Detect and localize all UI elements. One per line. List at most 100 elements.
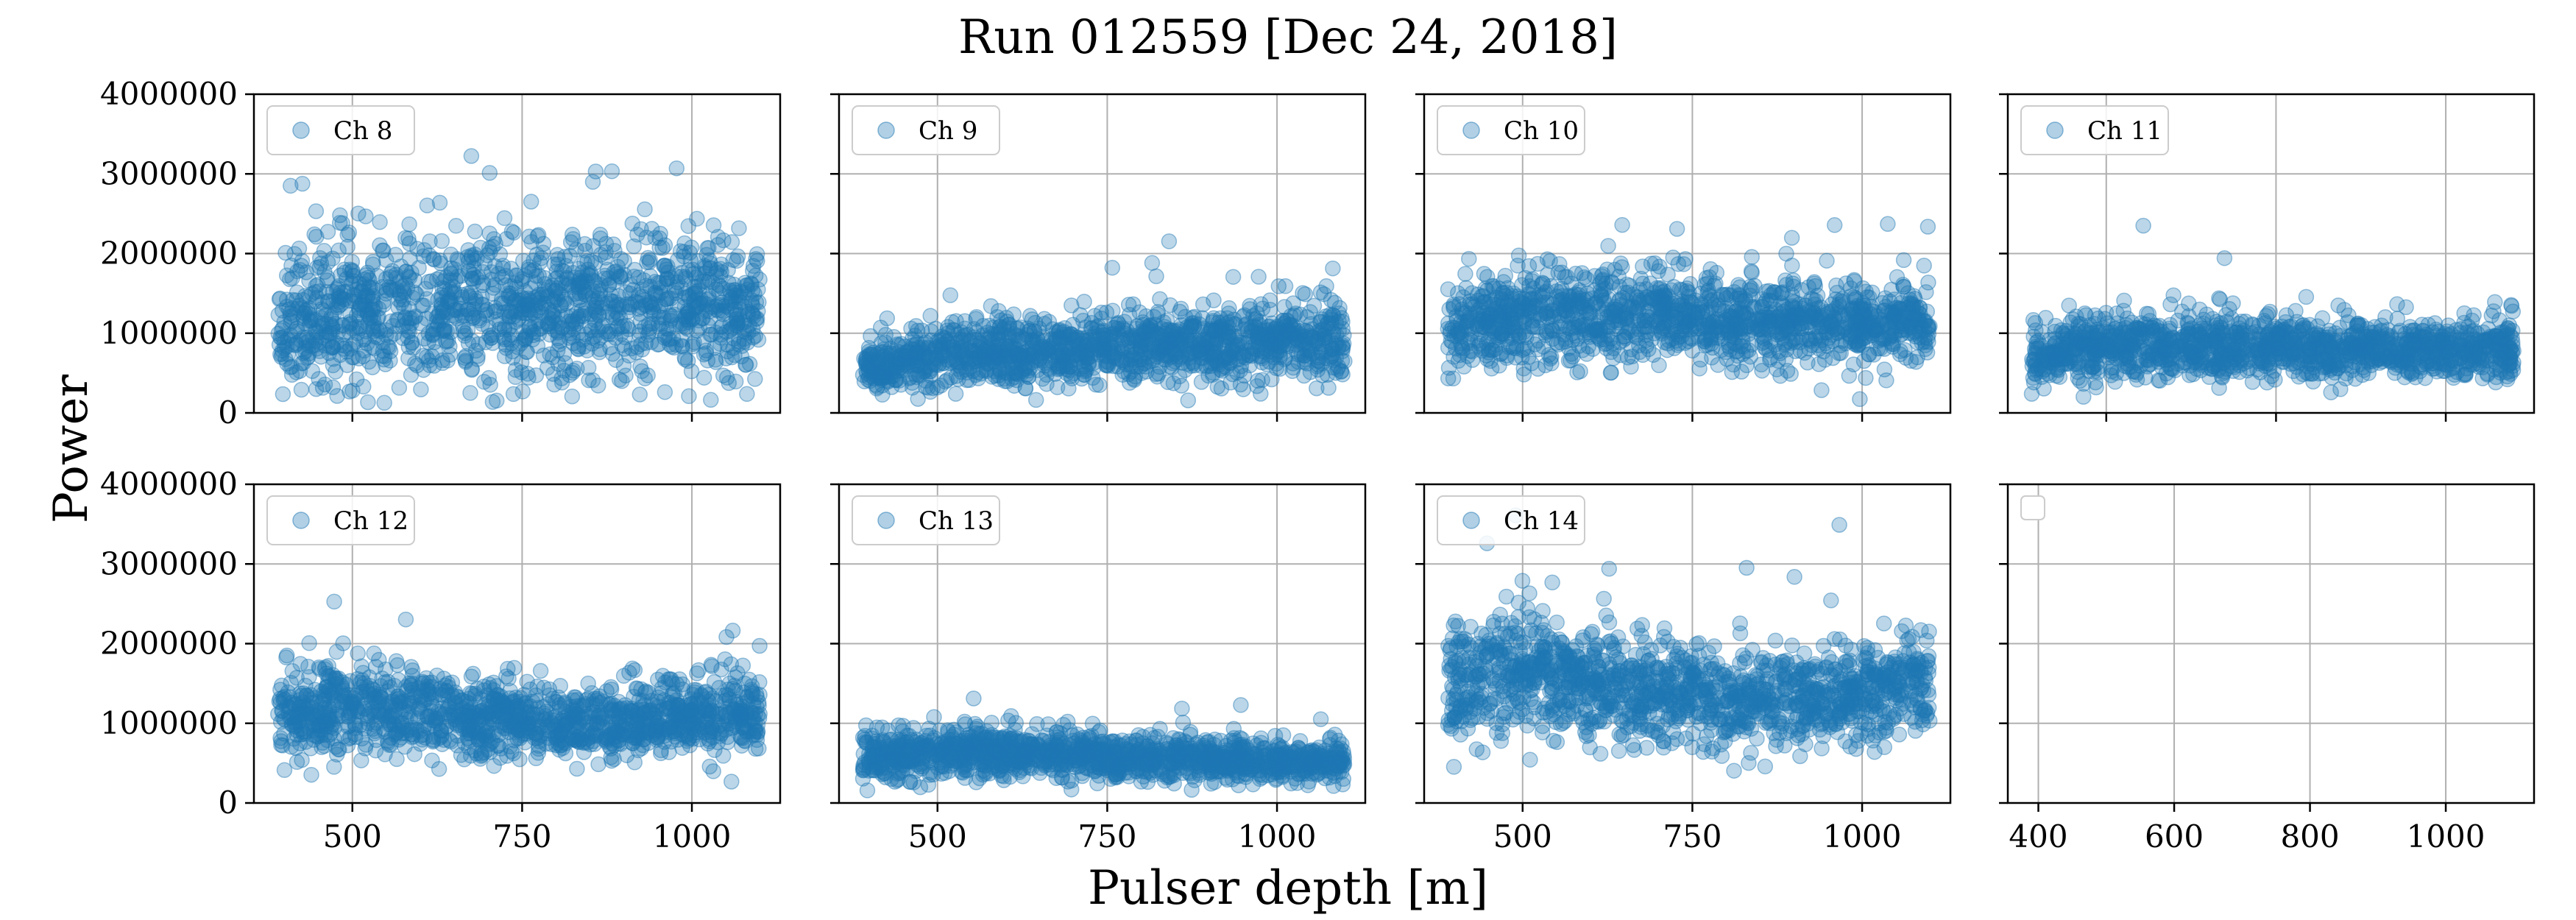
data-point — [531, 254, 548, 271]
data-point — [729, 313, 746, 329]
data-point — [1128, 358, 1144, 375]
data-point — [539, 360, 556, 376]
data-point — [293, 381, 310, 398]
data-point — [1203, 355, 1220, 372]
data-point — [351, 300, 367, 316]
data-point — [731, 307, 748, 323]
data-point — [643, 296, 659, 312]
data-point — [562, 247, 578, 264]
data-point — [517, 305, 534, 322]
data-point — [583, 253, 600, 269]
data-point — [723, 302, 740, 318]
data-point — [463, 148, 480, 164]
data-point — [1261, 353, 1278, 370]
data-point — [879, 360, 895, 377]
data-point — [580, 359, 597, 376]
data-point — [681, 288, 698, 304]
data-point — [1064, 297, 1080, 314]
data-point — [1743, 263, 1760, 280]
data-point — [425, 325, 442, 342]
data-point — [547, 282, 563, 299]
data-point — [284, 270, 300, 286]
data-point — [1482, 353, 1498, 369]
data-point — [333, 337, 350, 353]
legend: Ch 9 — [852, 105, 1000, 155]
data-point — [408, 286, 425, 302]
data-point — [531, 313, 547, 330]
data-point — [731, 220, 747, 236]
data-point — [1643, 255, 1660, 272]
data-point — [637, 370, 654, 386]
data-point — [1287, 322, 1303, 339]
data-point — [631, 386, 648, 403]
data-point — [467, 223, 484, 240]
data-point — [1277, 278, 1294, 294]
data-point — [569, 360, 585, 377]
data-point — [546, 322, 563, 339]
legend-label: Ch 9 — [919, 116, 977, 146]
legend-label: Ch 10 — [1504, 116, 1579, 146]
data-point — [518, 344, 534, 360]
data-point — [308, 293, 324, 310]
data-point — [2225, 295, 2241, 311]
data-point — [314, 329, 330, 346]
data-point — [950, 361, 966, 378]
data-point — [631, 327, 648, 343]
data-point — [513, 364, 530, 381]
data-point — [462, 385, 478, 401]
y-tick-label: 4000000 — [100, 76, 238, 112]
data-point — [621, 296, 638, 312]
data-point — [705, 217, 722, 233]
data-point — [364, 320, 381, 337]
data-point — [1086, 360, 1102, 376]
data-point — [1674, 282, 1690, 298]
data-point — [678, 270, 694, 287]
data-point — [349, 281, 365, 298]
data-point — [1524, 318, 1540, 335]
data-point — [985, 319, 1002, 336]
data-point — [482, 244, 498, 261]
data-point — [1567, 286, 1584, 302]
data-point — [725, 319, 742, 336]
data-point — [1874, 294, 1891, 311]
data-point — [1610, 269, 1627, 285]
subplot: Ch 9 — [830, 93, 1367, 422]
data-point — [572, 292, 588, 308]
data-point — [481, 225, 498, 241]
data-point — [500, 309, 517, 325]
data-point — [1593, 268, 1610, 284]
data-point — [647, 296, 663, 313]
data-point — [1905, 325, 1922, 342]
data-point — [712, 268, 729, 284]
data-point — [465, 274, 482, 290]
data-point — [1104, 260, 1121, 276]
data-point — [1192, 342, 1209, 358]
data-point — [1296, 367, 1312, 384]
data-point — [1718, 287, 1735, 303]
data-point — [1720, 302, 1736, 319]
data-point — [1617, 308, 1634, 324]
data-point — [606, 242, 623, 259]
data-point — [1461, 250, 1477, 267]
data-point — [2216, 250, 2233, 266]
data-point — [1161, 233, 1178, 250]
data-point — [408, 357, 425, 374]
data-point — [749, 310, 765, 327]
data-point — [1324, 348, 1340, 364]
data-point — [618, 367, 634, 383]
data-point — [460, 335, 477, 352]
data-point — [872, 319, 889, 336]
data-point — [515, 332, 532, 348]
data-point — [1669, 221, 1685, 237]
data-point — [424, 326, 441, 343]
data-point — [370, 321, 386, 337]
data-point — [325, 357, 342, 374]
legend: Ch 10 — [1437, 105, 1585, 155]
data-point — [289, 284, 305, 300]
data-point — [595, 317, 611, 333]
data-point — [1889, 269, 1906, 286]
data-point — [443, 266, 460, 283]
data-point — [308, 337, 324, 353]
data-point — [356, 342, 372, 359]
data-point — [559, 271, 576, 287]
